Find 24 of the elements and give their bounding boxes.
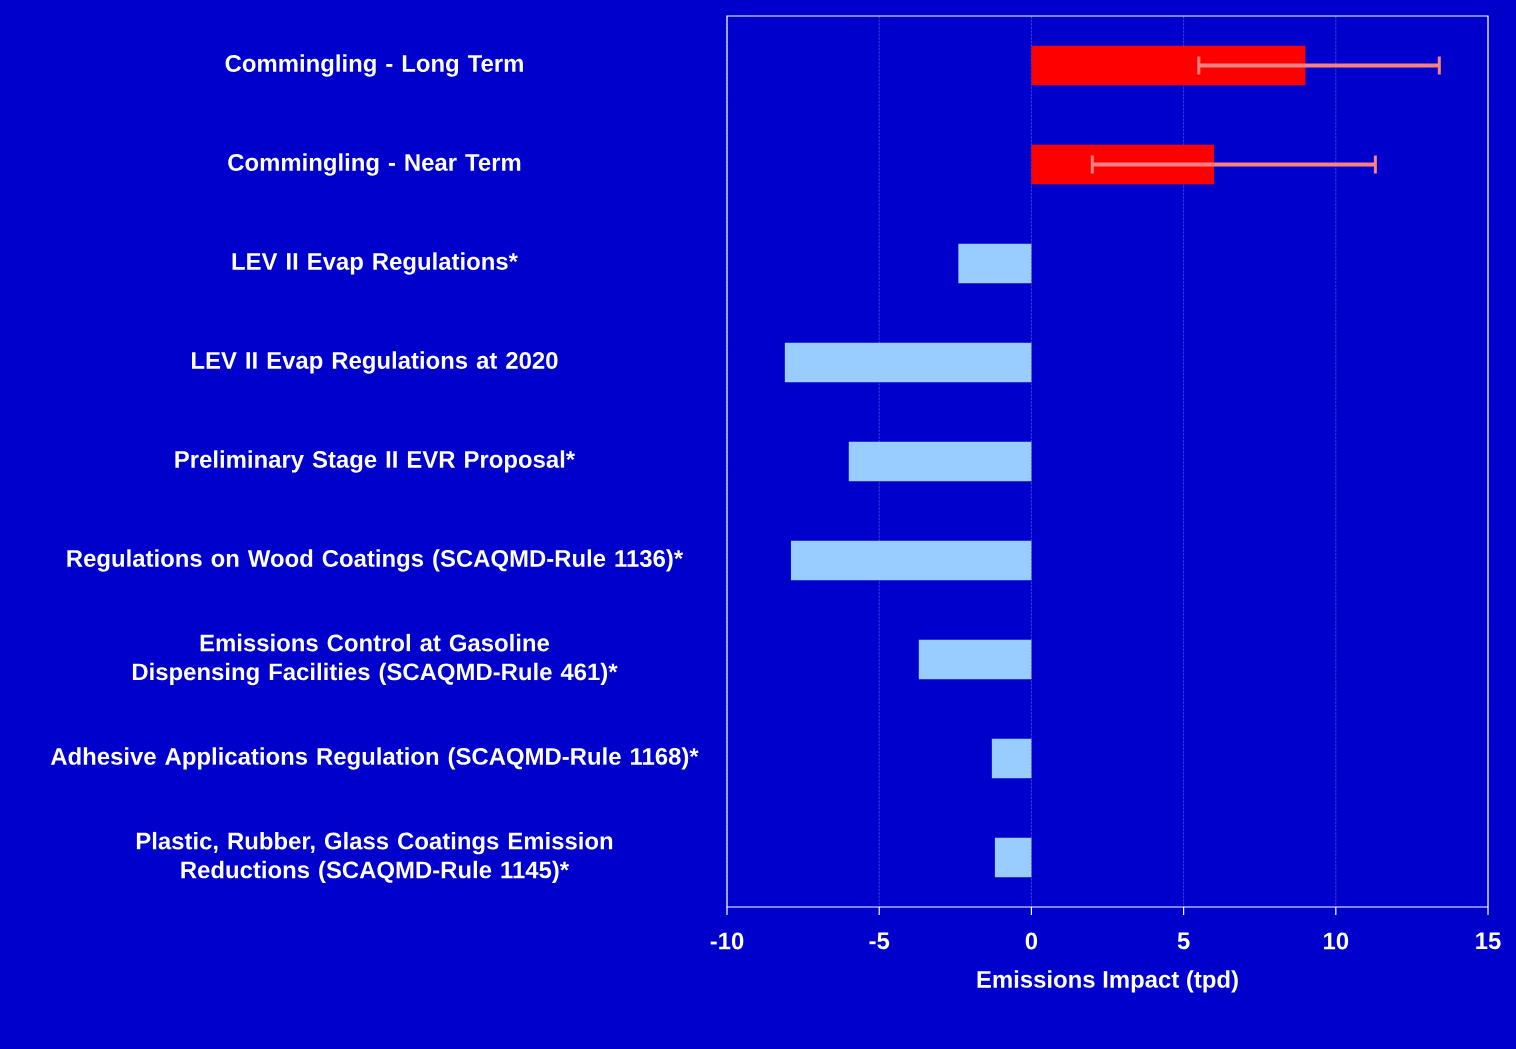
y-tick-label: Emissions Control at Gasoline Dispensing Facilities (SCAQMD-Rule 461)* xyxy=(132,633,618,686)
y-tick-label: Plastic, Rubber, Glass Coatings Emission Reductions (SCAQMD-Rule 1145)* xyxy=(136,831,613,884)
bar xyxy=(784,342,1032,383)
bar xyxy=(958,243,1032,284)
y-tick-label: Commingling - Long Term xyxy=(225,54,523,77)
x-tick-label: 10 xyxy=(1324,932,1349,950)
bar xyxy=(994,837,1032,878)
x-tick-label: -5 xyxy=(869,932,890,950)
bar xyxy=(1031,45,1306,86)
x-axis-title: Emissions Impact (tpd) xyxy=(977,970,1238,993)
x-tick-label: 0 xyxy=(1025,932,1038,950)
x-tick-label: -10 xyxy=(710,932,744,950)
y-tick-label: Preliminary Stage II EVR Proposal* xyxy=(175,450,576,473)
x-tick-label: 15 xyxy=(1476,932,1501,950)
y-tick-label: LEV II Evap Regulations at 2020 xyxy=(192,351,558,374)
y-tick-label: Regulations on Wood Coatings (SCAQMD-Rule 1136)* xyxy=(67,549,684,572)
y-tick-label: Adhesive Applications Regulation (SCAQMD-Rule 1168)* xyxy=(50,747,699,770)
y-tick-label: Commingling - Near Term xyxy=(228,153,521,176)
x-tick-label: 5 xyxy=(1177,932,1190,950)
bar xyxy=(991,738,1032,779)
bar xyxy=(790,540,1032,581)
bar xyxy=(918,639,1032,680)
y-tick-label: LEV II Evap Regulations* xyxy=(232,252,518,275)
bar xyxy=(848,441,1032,482)
